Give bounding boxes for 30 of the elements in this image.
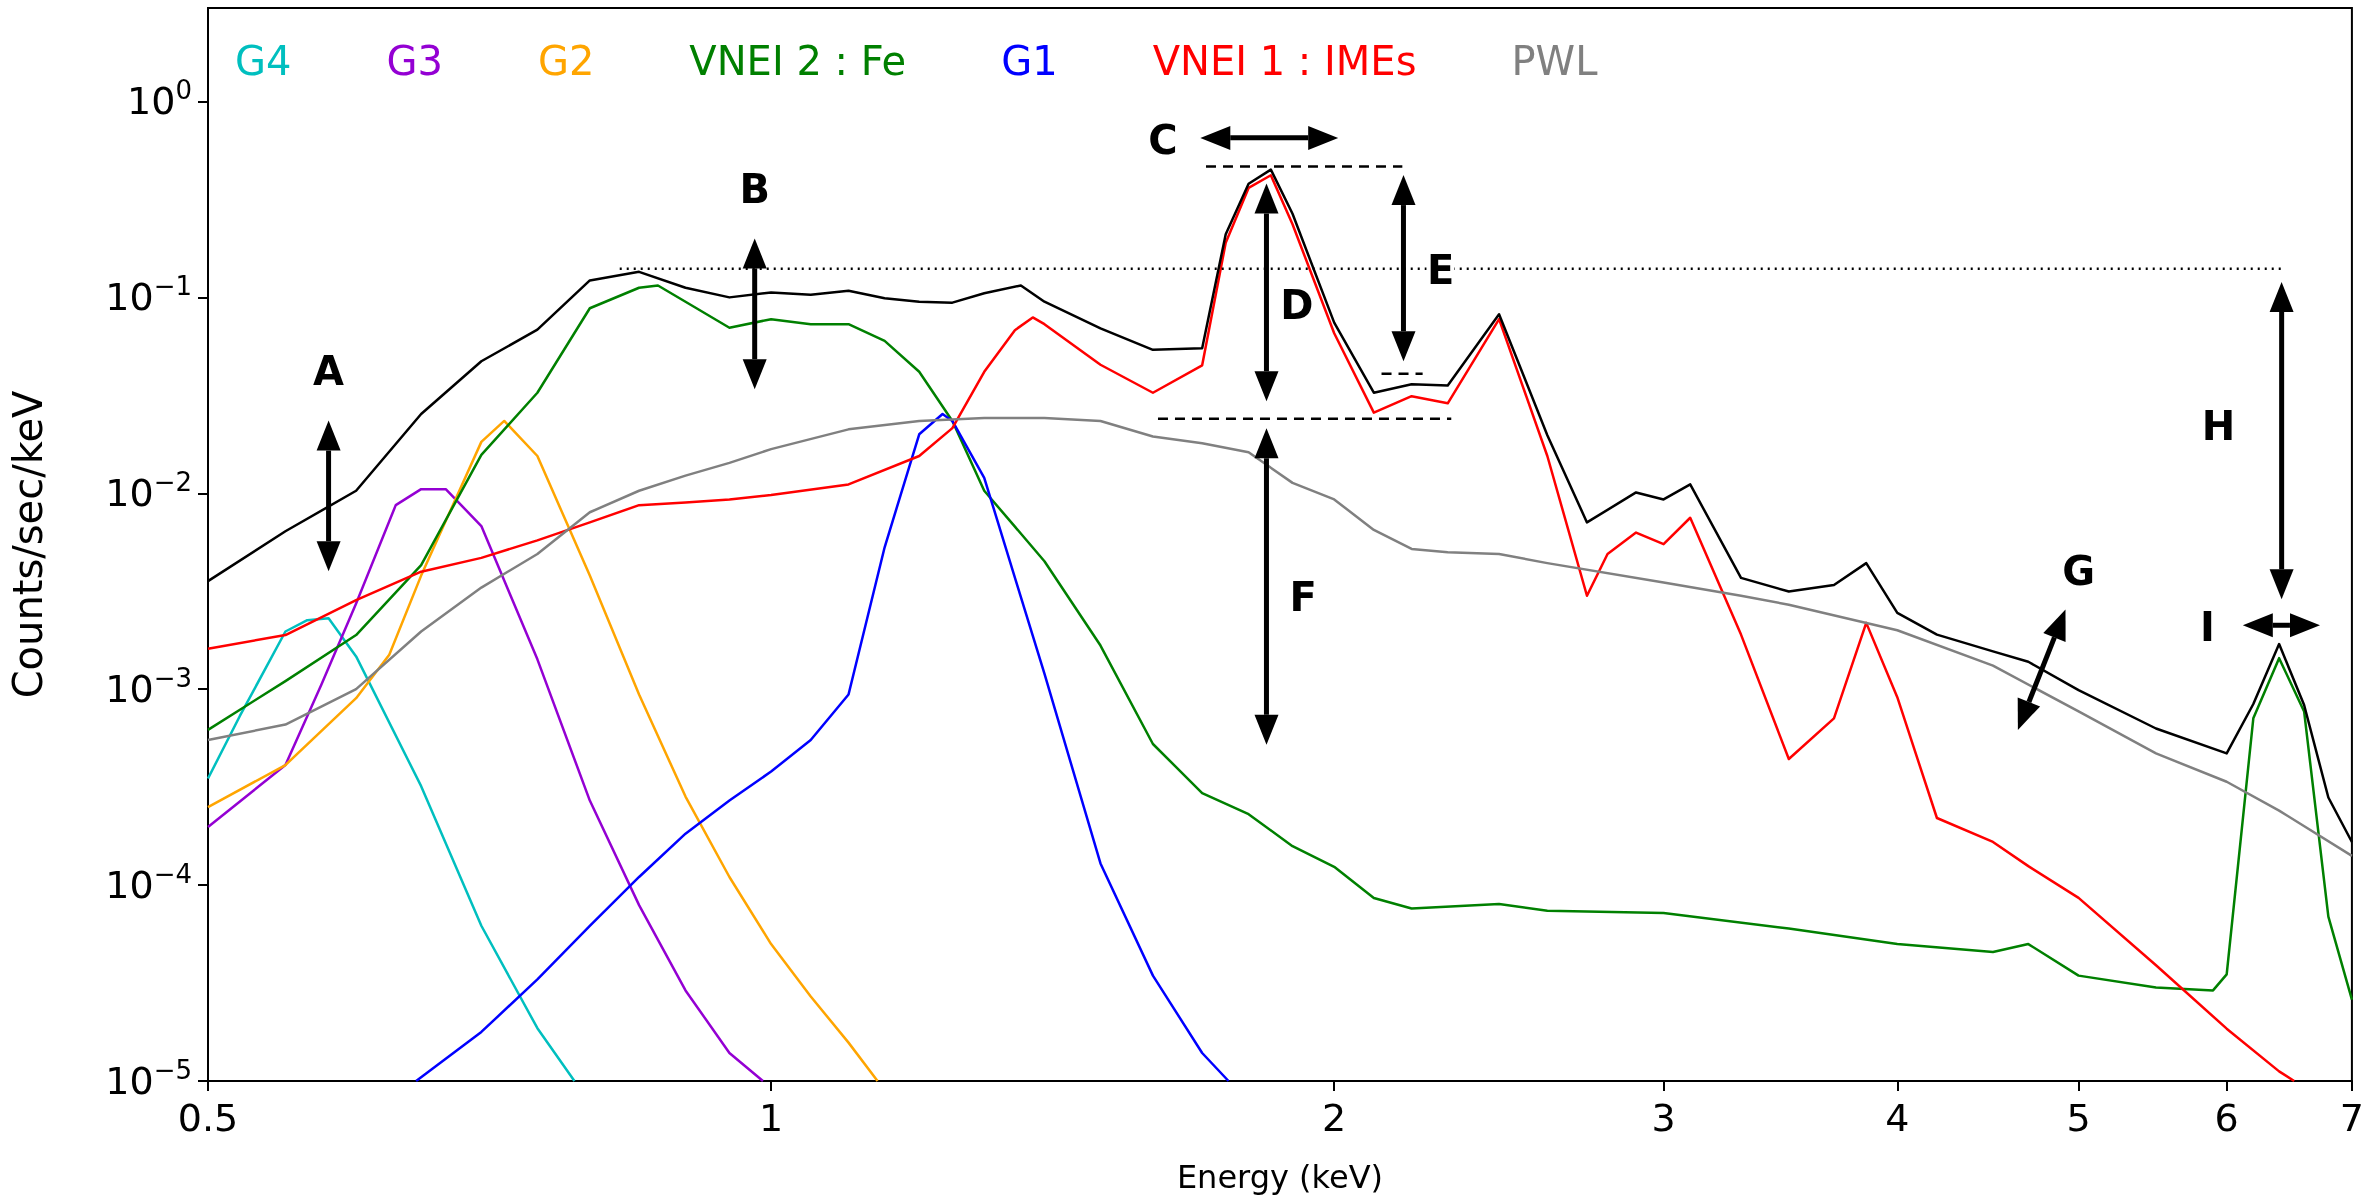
x-tick-label: 4 [1885,1096,1910,1140]
x-tick-label: 1 [759,1096,784,1140]
x-tick-label: 5 [2066,1096,2091,1140]
y-tick-label: 10$^{−4}$ [105,859,192,908]
y-tick-label: 10$^{0}$ [127,75,192,124]
text: G2 [537,38,595,84]
text: G4 [235,38,292,84]
annotation: G [2062,548,2095,595]
text: VNEI 2 : Fe [689,38,907,84]
y-tick-label: 10$^{−3}$ [105,663,192,712]
text: G1 [1001,38,1058,84]
text: G3 [386,38,443,84]
annotation: D [1280,282,1314,329]
annotation: B [739,166,770,213]
x-axis-title: Energy (keV) [1176,1158,1384,1196]
text: PWL [1511,38,1599,84]
annotation: C [1148,116,1178,163]
annotation: F [1289,573,1317,620]
x-tick-label: 6 [2214,1096,2239,1140]
y-axis-title: Counts/sec/keV [5,390,51,699]
annotation: E [1426,246,1455,293]
annotation: I [2200,604,2215,651]
text: VNEI 1 : IMEs [1152,38,1417,84]
y-tick-label: 10$^{−2}$ [105,467,192,516]
annotation: H [2201,403,2236,450]
x-tick-label: 7 [2339,1096,2365,1140]
annotation: A [313,348,345,395]
x-tick-label: 2 [1322,1096,1347,1140]
x-tick-label: 3 [1651,1096,1676,1140]
y-tick-label: 10$^{−1}$ [105,271,192,320]
